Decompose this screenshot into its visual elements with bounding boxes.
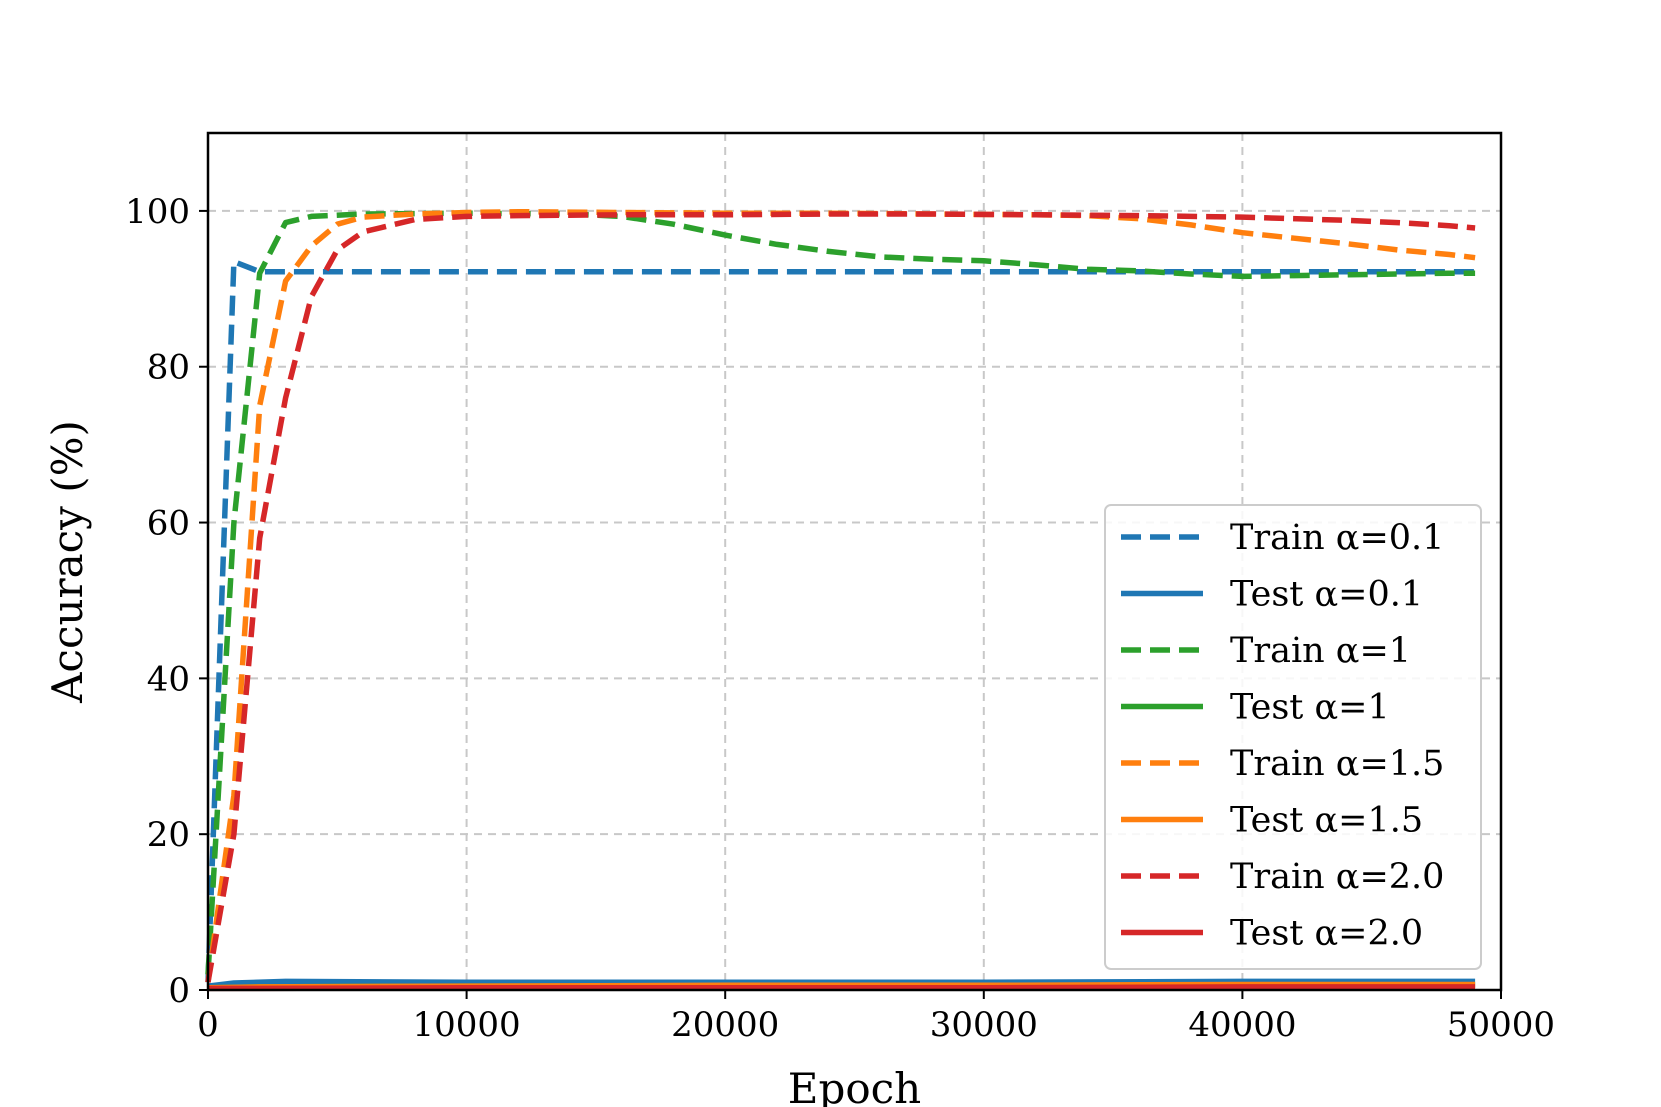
series-line-train-0.1 — [205, 258, 1476, 983]
x-tick-label: 30000 — [930, 1005, 1038, 1045]
y-tick-label: 60 — [147, 504, 190, 544]
y-tick-label: 100 — [125, 192, 190, 232]
y-tick-label: 20 — [147, 815, 190, 855]
x-tick-label: 10000 — [413, 1005, 521, 1045]
x-tick-label: 50000 — [1447, 1005, 1555, 1045]
series-line-test-2.0 — [208, 984, 1476, 992]
legend-label: Test α=1.5 — [1230, 801, 1423, 841]
legend-label: Train α=0.1 — [1230, 518, 1444, 558]
series-lines — [205, 208, 1476, 992]
y-tick-label: 0 — [168, 971, 190, 1011]
legend: Train α=0.1 Test α=0.1 Train α=1 Test α=1 Tr… — [1104, 504, 1482, 970]
legend-label: Test α=0.1 — [1230, 575, 1423, 615]
legend-label: Train α=1 — [1230, 631, 1411, 671]
y-tick-label: 40 — [147, 659, 190, 699]
series-line-train-2.0 — [205, 211, 1476, 983]
x-tick-label: 40000 — [1188, 1005, 1296, 1045]
y-tick-label: 80 — [147, 348, 190, 388]
legend-label: Test α=1 — [1230, 688, 1390, 728]
legend-label: Train α=1.5 — [1230, 744, 1444, 784]
x-axis-label: Epoch — [788, 1064, 921, 1107]
axis-ticks: 0 10000 20000 30000 40000 50000 0 20 40 60 80 100 — [125, 192, 1555, 1045]
x-tick-label: 20000 — [671, 1005, 779, 1045]
legend-label: Train α=2.0 — [1230, 857, 1444, 897]
legend-box — [1104, 504, 1482, 970]
legend-label: Test α=2.0 — [1230, 914, 1423, 954]
series-line-test-0.1 — [207, 978, 1476, 989]
x-tick-label: 0 — [197, 1005, 219, 1045]
plot-frame — [206, 131, 1503, 992]
series-line-train-1 — [205, 210, 1476, 975]
y-axis-label: Accuracy (%) — [43, 420, 92, 704]
